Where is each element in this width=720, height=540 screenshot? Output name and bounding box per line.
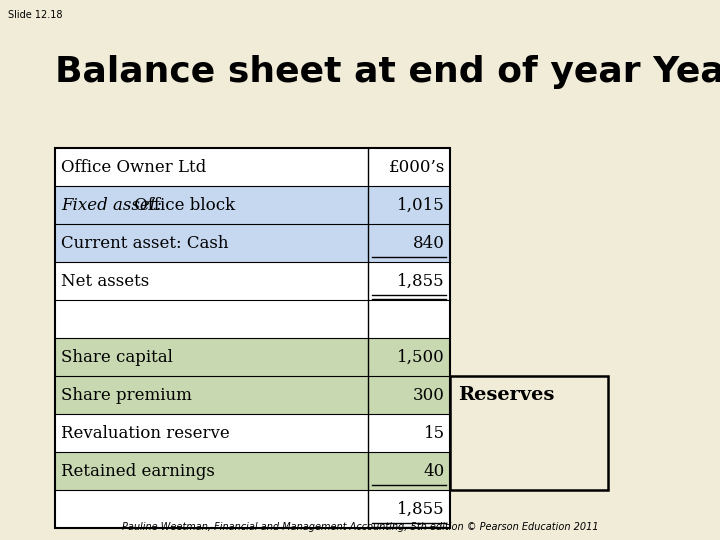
Text: Retained earnings: Retained earnings	[61, 462, 215, 480]
Text: Share capital: Share capital	[61, 348, 173, 366]
Text: Revaluation reserve: Revaluation reserve	[61, 424, 230, 442]
Text: Fixed asset:: Fixed asset:	[61, 197, 162, 213]
Text: Pauline Weetman, Financial and Management Accounting, 5th edition © Pearson Educ: Pauline Weetman, Financial and Managemen…	[122, 522, 598, 532]
Text: Balance sheet at end of year Year 1: Balance sheet at end of year Year 1	[55, 55, 720, 89]
Bar	[55, 224, 368, 262]
Text: £000’s: £000’s	[389, 159, 445, 176]
Bar	[55, 490, 368, 528]
Bar	[368, 338, 450, 376]
Bar	[368, 262, 450, 300]
Bar	[55, 186, 368, 224]
Text: 1,855: 1,855	[397, 273, 445, 289]
Bar	[55, 414, 368, 452]
Text: Net assets: Net assets	[61, 273, 149, 289]
Text: Reserves: Reserves	[458, 386, 554, 404]
Text: 15: 15	[424, 424, 445, 442]
Bar	[55, 148, 368, 186]
Text: 1,500: 1,500	[397, 348, 445, 366]
Text: 300: 300	[413, 387, 445, 403]
Text: Office block: Office block	[129, 197, 235, 213]
Text: 840: 840	[413, 234, 445, 252]
Text: 40: 40	[424, 462, 445, 480]
Bar	[368, 376, 450, 414]
Bar	[55, 376, 368, 414]
Text: Current asset: Cash: Current asset: Cash	[61, 234, 228, 252]
Text: 1,015: 1,015	[397, 197, 445, 213]
Bar	[55, 452, 368, 490]
Bar	[368, 224, 450, 262]
Bar	[450, 376, 608, 490]
Bar	[368, 414, 450, 452]
Bar	[55, 338, 368, 376]
Bar	[368, 300, 450, 338]
Text: Slide 12.18: Slide 12.18	[8, 10, 63, 20]
Bar	[368, 490, 450, 528]
Bar	[55, 300, 368, 338]
Bar	[368, 148, 450, 186]
Bar	[368, 452, 450, 490]
Text: 1,855: 1,855	[397, 501, 445, 517]
Bar	[55, 262, 368, 300]
Bar	[368, 186, 450, 224]
Text: Share premium: Share premium	[61, 387, 192, 403]
Text: Office Owner Ltd: Office Owner Ltd	[61, 159, 206, 176]
Bar	[55, 148, 450, 528]
